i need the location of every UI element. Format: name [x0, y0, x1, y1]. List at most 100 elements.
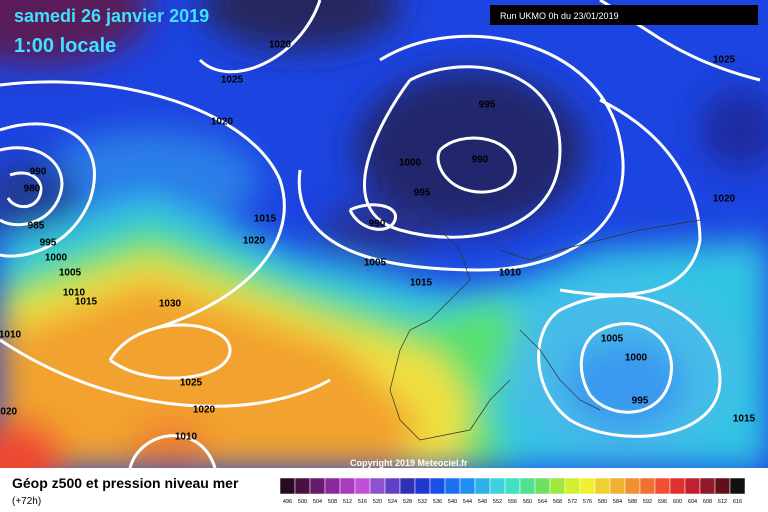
scale-swatch [519, 477, 536, 495]
isobar-label: 1000 [625, 353, 648, 364]
scale-swatch [489, 477, 506, 495]
scale-label: 616 [733, 499, 742, 505]
isobar-label: 1010 [175, 432, 198, 443]
scale-label: 516 [358, 499, 367, 505]
scale-swatch [669, 477, 686, 495]
isobar-label: 985 [28, 221, 45, 232]
scale-swatch [699, 477, 716, 495]
scale-swatch [609, 477, 626, 495]
isobar-label: 1025 [180, 378, 203, 389]
footer-subtitle: (+72h) [12, 496, 41, 507]
scale-swatch [414, 477, 431, 495]
isobar-label: 1025 [713, 55, 736, 66]
isobar-label: 1015 [733, 414, 756, 425]
scale-label: 600 [673, 499, 682, 505]
isobar-label: 1010 [63, 288, 86, 299]
scale-label: 608 [703, 499, 712, 505]
scale-label: 584 [613, 499, 622, 505]
isobar-label: 1000 [45, 253, 68, 264]
isobar-label: 1020 [269, 40, 292, 51]
scale-label: 508 [328, 499, 337, 505]
isobar-label: 1005 [601, 334, 624, 345]
isobar-labels: 1020 1025 1020 995 990 980 1000 990 995 1025 985 99… [0, 40, 756, 443]
scale-swatch [714, 477, 731, 495]
scale-label: 576 [583, 499, 592, 505]
scale-label: 556 [508, 499, 517, 505]
isobar-label: 1020 [0, 407, 18, 418]
scale-swatch [534, 477, 551, 495]
isobar-label: 1010 [499, 268, 522, 279]
scale-label: 520 [373, 499, 382, 505]
scale-label: 564 [538, 499, 547, 505]
isobar-label: 980 [24, 184, 41, 195]
scale-swatch [339, 477, 356, 495]
isobar-label: 1015 [75, 297, 98, 308]
isobar-label: 1020 [713, 194, 736, 205]
isobar-label: 1020 [243, 236, 266, 247]
scale-label: 596 [658, 499, 667, 505]
isobar-label: 995 [479, 100, 496, 111]
scale-swatch [594, 477, 611, 495]
scale-swatch [384, 477, 401, 495]
scale-label: 592 [643, 499, 652, 505]
run-info: Run UKMO 0h du 23/01/2019 [500, 11, 619, 21]
scale-label: 604 [688, 499, 697, 505]
isobar-lines [0, 0, 761, 468]
scale-swatch [654, 477, 671, 495]
scale-label: 500 [298, 499, 307, 505]
scale-label: 496 [283, 499, 292, 505]
scale-swatch [474, 477, 491, 495]
footer-title: Géop z500 et pression niveau mer [12, 475, 239, 491]
isobar-label: 1005 [364, 258, 387, 269]
isobar-label: 995 [414, 188, 431, 199]
scale-label: 524 [388, 499, 397, 505]
scale-label: 528 [403, 499, 412, 505]
scale-label: 540 [448, 499, 457, 505]
scale-swatch [459, 477, 476, 495]
scale-label: 552 [493, 499, 502, 505]
isobar-label: 995 [40, 238, 57, 249]
run-box [490, 5, 758, 25]
scale-swatch [444, 477, 461, 495]
scale-swatch [354, 477, 371, 495]
scale-label: 512 [343, 499, 352, 505]
coastlines [389, 219, 701, 441]
isobar-label: 990 [30, 167, 47, 178]
scale-label: 568 [553, 499, 562, 505]
isobar-label: 1025 [221, 75, 244, 86]
scale-swatch [324, 477, 341, 495]
map-date: samedi 26 janvier 2019 [14, 6, 209, 26]
scale-swatch [369, 477, 386, 495]
scale-swatch [294, 477, 311, 495]
scale-label: 544 [463, 499, 472, 505]
scale-swatch [549, 477, 566, 495]
isobar-label: 995 [632, 396, 649, 407]
scale-label: 612 [718, 499, 727, 505]
scale-label: 532 [418, 499, 427, 505]
scale-label: 548 [478, 499, 487, 505]
isobar-label: 1030 [159, 299, 182, 310]
scale-swatch [624, 477, 641, 495]
isobar-label: 1015 [410, 278, 433, 289]
color-scale: 496 500 504 508 512 516 520 524 528 532 536 540 544 5… [279, 477, 746, 505]
isobar-label: 1010 [0, 330, 22, 341]
isobar-label: 1015 [254, 214, 277, 225]
scale-swatch [504, 477, 521, 495]
scale-label: 504 [313, 499, 322, 505]
scale-label: 572 [568, 499, 577, 505]
isobar-label: 1000 [399, 158, 422, 169]
scale-label: 536 [433, 499, 442, 505]
map-time: 1:00 locale [14, 35, 116, 57]
copyright: Copyright 2019 Meteociel.fr [350, 458, 468, 468]
scale-swatch [279, 477, 296, 495]
isobar-label: 990 [369, 219, 386, 230]
isobar-label: 1005 [59, 268, 82, 279]
field [0, 0, 768, 468]
scale-label: 588 [628, 499, 637, 505]
scale-swatch [639, 477, 656, 495]
scale-label: 560 [523, 499, 532, 505]
isobar-label: 990 [472, 155, 489, 166]
scale-swatch [729, 477, 746, 495]
